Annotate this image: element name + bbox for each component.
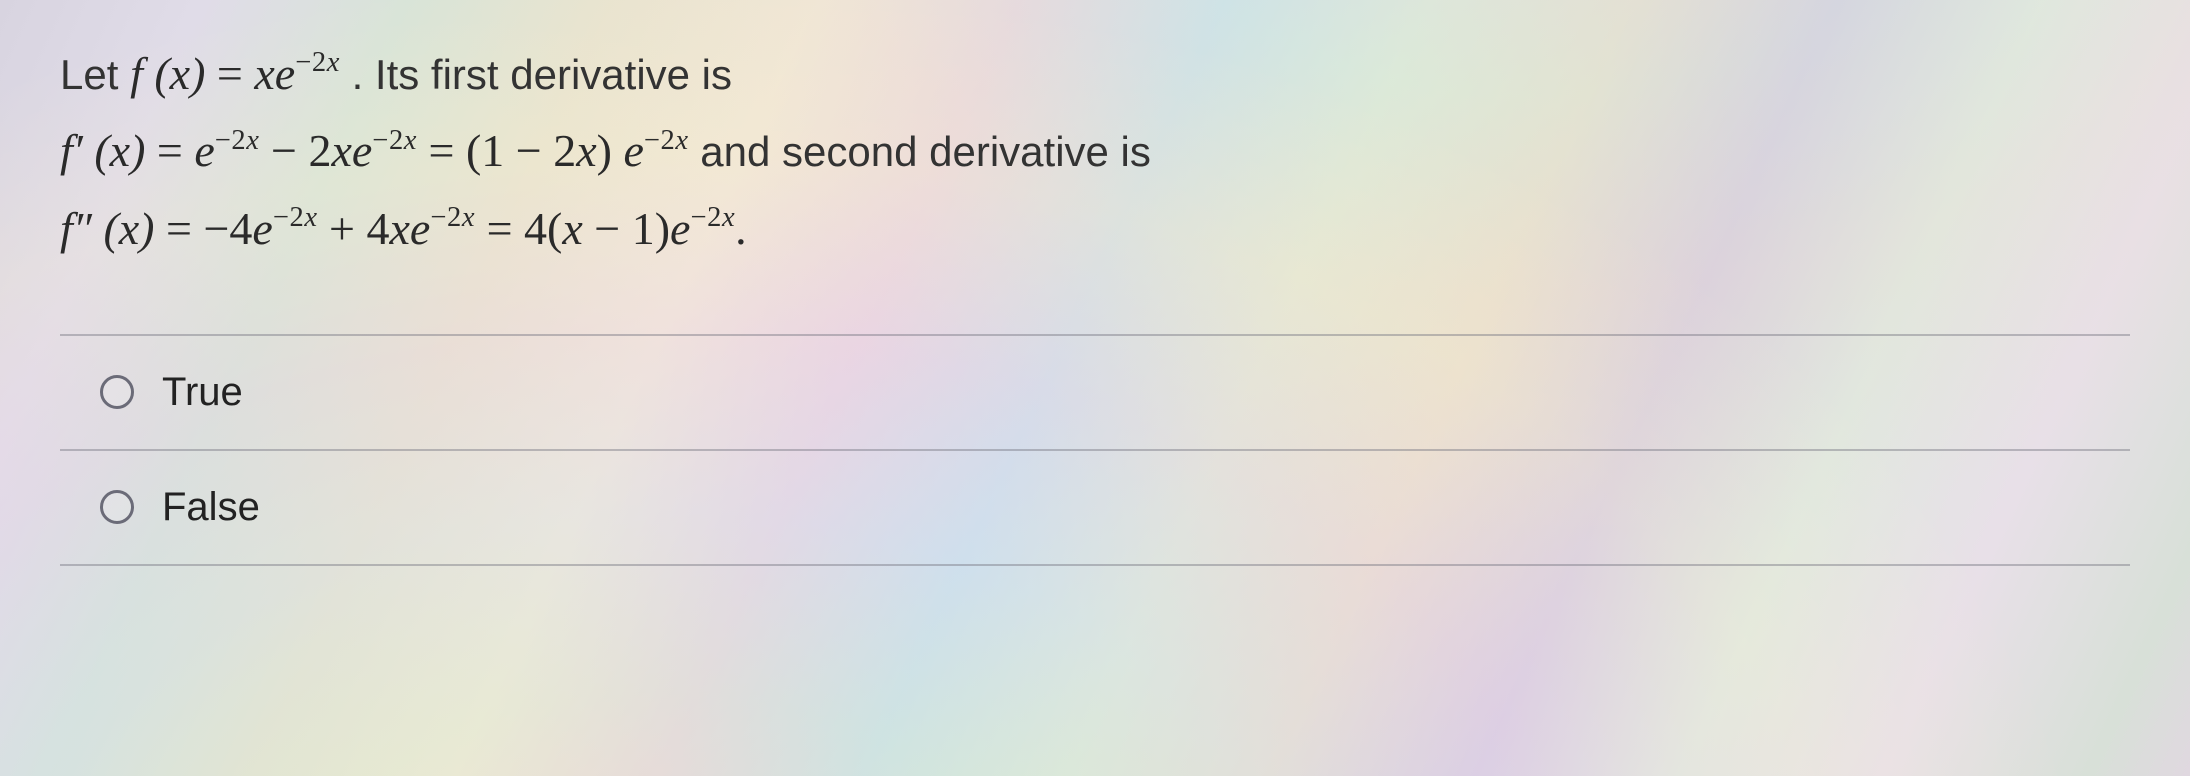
- math-neg4: −4: [203, 203, 252, 254]
- text-first-deriv: . Its first derivative is: [340, 51, 732, 98]
- math-paren: (1 − 2x): [466, 125, 624, 176]
- math-rhs: 4(x − 1): [524, 203, 670, 254]
- math-term-exp: −2x: [295, 47, 340, 78]
- math-exp: −2x: [273, 202, 318, 233]
- option-false-label: False: [162, 485, 260, 530]
- math-line-2: f′ (x) = e−2x − 2xe−2x = (1 − 2x) e−2x a…: [60, 115, 2130, 186]
- math-eq: =: [145, 125, 194, 176]
- answer-options: True False: [60, 334, 2130, 566]
- math-eq: =: [155, 203, 204, 254]
- math-fx: f (x): [130, 48, 205, 99]
- option-false[interactable]: False: [60, 451, 2130, 566]
- math-period: .: [735, 203, 747, 254]
- text-second-deriv: and second derivative is: [689, 128, 1151, 175]
- math-exp: −2x: [690, 202, 735, 233]
- math-e-base: e: [194, 125, 214, 176]
- text-let: Let: [60, 51, 130, 98]
- math-e-base: e: [623, 125, 643, 176]
- math-e-base: e: [670, 203, 690, 254]
- math-exp: −2x: [372, 125, 417, 156]
- math-minus: −: [260, 125, 309, 176]
- math-xe-base: xe: [390, 203, 431, 254]
- math-xe-base: xe: [331, 125, 372, 176]
- option-true-label: True: [162, 370, 243, 415]
- math-exp: −2x: [644, 125, 689, 156]
- math-exp: −2x: [430, 202, 475, 233]
- question-statement: Let f (x) = xe−2x . Its first derivative…: [60, 38, 2130, 264]
- radio-icon[interactable]: [100, 490, 134, 524]
- math-eq: =: [417, 125, 466, 176]
- option-true[interactable]: True: [60, 336, 2130, 451]
- math-line-3: f″ (x) = −4e−2x + 4xe−2x = 4(x − 1)e−2x.: [60, 193, 2130, 264]
- math-coef: 2: [308, 125, 331, 176]
- question-container: Let f (x) = xe−2x . Its first derivative…: [0, 0, 2190, 596]
- math-term-base: xe: [254, 48, 295, 99]
- math-eq: =: [205, 48, 254, 99]
- math-plus: +: [318, 203, 367, 254]
- math-line-1: Let f (x) = xe−2x . Its first derivative…: [60, 38, 2130, 109]
- math-e-base: e: [252, 203, 272, 254]
- math-eq: =: [475, 203, 524, 254]
- math-fdoubleprime: f″ (x): [60, 203, 155, 254]
- radio-icon[interactable]: [100, 375, 134, 409]
- math-coef: 4: [367, 203, 390, 254]
- math-exp: −2x: [215, 125, 260, 156]
- math-fprime: f′ (x): [60, 125, 145, 176]
